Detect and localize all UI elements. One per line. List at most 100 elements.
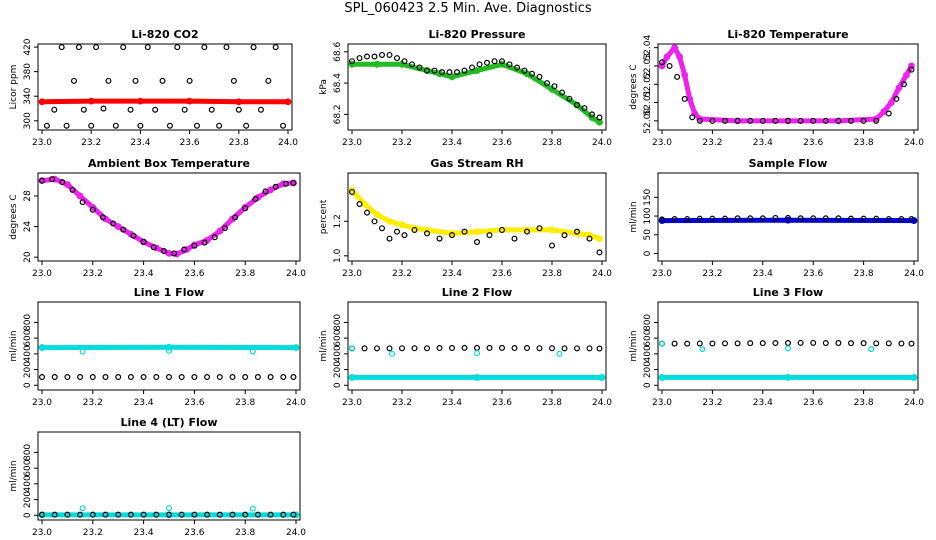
data-point-line3-line-3-2-5-min-12 bbox=[810, 339, 817, 346]
data-point-rh-rh-fine-7 bbox=[448, 229, 456, 237]
series-line2-line-2-spikes bbox=[349, 345, 563, 357]
data-point-line2-line-2-2-5-min-20 bbox=[596, 345, 603, 352]
y-tick-label-line4-4: 800 bbox=[23, 444, 33, 461]
data-point-pressure-pressure-2-5-min-32 bbox=[588, 111, 595, 118]
x-tick-label-sampleflow-0: 23.0 bbox=[652, 269, 672, 279]
data-point-co2-li-820-co2-2-5-min-24 bbox=[201, 44, 208, 51]
data-point-line4-line-4-2-5-min-14 bbox=[216, 511, 223, 518]
data-point-pressure-pressure-2-5-min-18 bbox=[484, 59, 491, 66]
data-point-line3-line-3-fine-2 bbox=[910, 374, 918, 381]
data-point-rh-rh-2-5-min-21 bbox=[573, 228, 580, 235]
data-point-li820temp-temperature-2-5-min-19 bbox=[873, 117, 880, 124]
x-tick-label-line4-5: 24.0 bbox=[286, 528, 306, 538]
data-point-sampleflow-sample-flow-fine-0 bbox=[658, 217, 666, 224]
chart-title-co2: Li-820 CO2 bbox=[131, 28, 198, 41]
data-point-rh-rh-fine-6 bbox=[423, 226, 431, 234]
data-point-line3-line-3-spikes-2 bbox=[784, 345, 791, 352]
data-point-boxtemp-box-temperature-fine-1 bbox=[51, 175, 59, 183]
data-point-line2-line-2-2-5-min-5 bbox=[411, 345, 418, 352]
data-point-boxtemp-box-temperature-2-5-min-6 bbox=[99, 214, 106, 221]
data-point-line2-line-2-2-5-min-9 bbox=[461, 344, 468, 351]
data-point-line4-line-4-spikes-2 bbox=[249, 505, 256, 512]
series-rh-rh-fine bbox=[348, 186, 603, 242]
x-tick-label-boxtemp-4: 23.8 bbox=[235, 269, 255, 279]
data-point-sampleflow-sample-flow-2-5-min-12 bbox=[810, 215, 817, 222]
plot-frame-sampleflow bbox=[657, 172, 919, 262]
x-tick-label-li820temp-1: 23.2 bbox=[702, 138, 722, 148]
series-line3-line-3-spikes bbox=[658, 340, 875, 353]
data-point-line3-line-3-2-5-min-1 bbox=[671, 340, 678, 347]
data-point-line4-line-4-spikes-1 bbox=[166, 505, 173, 512]
x-tick-label-line3-4: 23.8 bbox=[854, 398, 874, 408]
x-tick-label-sampleflow-3: 23.6 bbox=[803, 269, 823, 279]
data-point-li820temp-temperature-2-5-min-16 bbox=[835, 117, 842, 124]
x-tick-label-line1-0: 23.0 bbox=[32, 398, 52, 408]
data-point-co2-li-820-co2-fine-2 bbox=[136, 97, 144, 105]
y-axis-label-line1: ml/min bbox=[9, 330, 19, 361]
data-point-line3-line-3-2-5-min-17 bbox=[873, 340, 880, 347]
data-point-line2-line-2-2-5-min-4 bbox=[399, 345, 406, 352]
data-point-co2-li-820-co2-2-5-min-23 bbox=[193, 122, 200, 129]
data-point-line4-line-4-2-5-min-11 bbox=[178, 511, 185, 518]
x-tick-label-pressure-2: 23.4 bbox=[442, 138, 462, 148]
x-tick-label-line4-1: 23.2 bbox=[83, 528, 103, 538]
data-point-line3-line-3-fine-1 bbox=[784, 374, 792, 381]
x-tick-label-co2-0: 23.0 bbox=[32, 138, 52, 148]
y-tick-label-li820temp-4: 52.04 bbox=[643, 35, 653, 61]
data-point-line2-line-2-2-5-min-17 bbox=[561, 345, 568, 352]
data-point-line1-line-1-2-5-min-5 bbox=[102, 374, 109, 381]
data-point-pressure-pressure-fine-0 bbox=[348, 60, 356, 68]
x-tick-label-line2-1: 23.2 bbox=[392, 398, 412, 408]
data-point-boxtemp-box-temperature-2-5-min-17 bbox=[211, 234, 218, 241]
data-point-pressure-pressure-2-5-min-2 bbox=[364, 53, 371, 60]
x-tick-label-line2-3: 23.6 bbox=[492, 398, 512, 408]
data-point-li820temp-temperature-2-5-min-8 bbox=[734, 117, 741, 124]
data-point-co2-li-820-co2-2-5-min-13 bbox=[127, 106, 134, 113]
data-point-rh-rh-fine-2 bbox=[373, 211, 381, 218]
data-point-co2-li-820-co2-2-5-min-16 bbox=[144, 44, 151, 51]
data-point-co2-li-820-co2-2-5-min-12 bbox=[120, 44, 127, 51]
y-tick-label-line4-3: 600 bbox=[23, 459, 33, 476]
data-point-li820temp-temperature-2-5-min-20 bbox=[885, 110, 892, 117]
data-point-pressure-pressure-2-5-min-26 bbox=[543, 80, 550, 87]
data-point-line1-line-1-fine-2 bbox=[292, 344, 300, 351]
data-point-li820temp-temperature-fine-11 bbox=[872, 115, 880, 123]
y-tick-label-li820temp-2: 52.02 bbox=[643, 71, 653, 97]
chart-pressure: Li-820 Pressure 23.0 23.2 23.4 23.6 23.8 24.0 6… bbox=[319, 28, 612, 148]
plot-frame-line2 bbox=[347, 301, 607, 391]
data-point-sampleflow-sample-flow-fine-1 bbox=[784, 216, 792, 224]
data-point-line2-line-2-spikes-1 bbox=[389, 350, 396, 357]
y-tick-label-line1-2: 400 bbox=[23, 345, 33, 362]
data-point-co2-li-820-co2-2-5-min-30 bbox=[243, 122, 250, 129]
data-point-rh-rh-fine-4 bbox=[398, 221, 406, 229]
data-point-boxtemp-box-temperature-2-5-min-16 bbox=[201, 239, 208, 246]
data-point-boxtemp-box-temperature-2-5-min-20 bbox=[242, 205, 249, 212]
data-point-li820temp-temperature-2-5-min-14 bbox=[810, 117, 817, 124]
data-point-line4-line-4-2-5-min-1 bbox=[51, 511, 58, 518]
data-point-pressure-pressure-2-5-min-12 bbox=[439, 69, 446, 76]
data-point-li820temp-temperature-2-5-min-12 bbox=[784, 117, 791, 124]
data-point-line1-line-1-fine-0 bbox=[38, 344, 46, 351]
data-point-rh-rh-fine-5 bbox=[411, 224, 418, 232]
data-point-li820temp-temperature-2-5-min-15 bbox=[822, 117, 829, 124]
data-point-rh-rh-fine-12 bbox=[573, 229, 581, 237]
data-point-rh-rh-2-5-min-17 bbox=[523, 228, 530, 235]
data-point-co2-li-820-co2-fine-4 bbox=[235, 98, 243, 106]
data-point-li820temp-temperature-2-5-min-11 bbox=[772, 117, 779, 124]
data-point-co2-li-820-co2-2-5-min-34 bbox=[272, 44, 279, 51]
data-point-line3-line-3-2-5-min-6 bbox=[734, 340, 741, 347]
chart-title-boxtemp: Ambient Box Temperature bbox=[88, 157, 250, 170]
data-point-li820temp-temperature-2-5-min-5 bbox=[696, 117, 703, 124]
x-tick-label-co2-4: 23.8 bbox=[229, 138, 249, 148]
series-line4-line-4-2-5-min bbox=[38, 511, 297, 518]
data-point-co2-li-820-co2-2-5-min-8 bbox=[93, 44, 100, 51]
x-tick-label-line3-0: 23.0 bbox=[652, 398, 672, 408]
data-point-sampleflow-sample-flow-2-5-min-3 bbox=[696, 215, 703, 222]
x-tick-label-line1-1: 23.2 bbox=[83, 398, 103, 408]
x-tick-label-line2-5: 24.0 bbox=[592, 398, 612, 408]
chart-sampleflow: Sample Flow 23.0 23.2 23.4 23.6 23.8 24.0 0 50 10… bbox=[629, 157, 924, 279]
data-point-rh-rh-2-5-min-12 bbox=[461, 228, 468, 235]
data-point-li820temp-temperature-fine-3 bbox=[676, 53, 684, 61]
y-axis-label-co2: Licor ppm bbox=[9, 65, 19, 110]
data-point-rh-rh-2-5-min-9 bbox=[424, 230, 431, 237]
